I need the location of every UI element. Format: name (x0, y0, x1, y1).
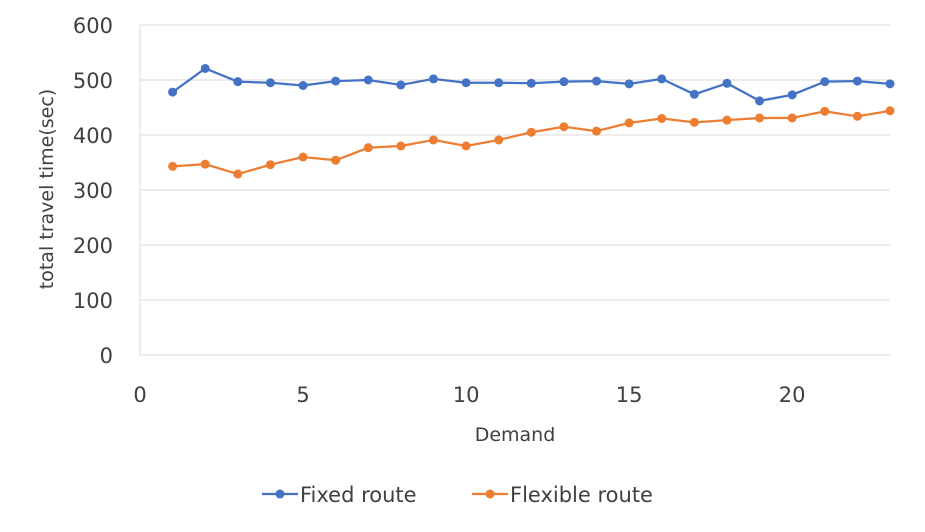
axes (139, 25, 890, 356)
legend-marker (275, 489, 285, 499)
x-tick-label: 15 (616, 383, 643, 407)
data-point-0 (885, 79, 895, 89)
data-point-0 (852, 76, 862, 86)
legend-label: Fixed route (300, 483, 417, 507)
legend-label: Flexible route (510, 483, 653, 507)
data-point-0 (722, 78, 732, 88)
data-point-0 (168, 87, 178, 97)
data-point-0 (396, 80, 406, 90)
legend: Fixed route Flexible route (262, 483, 653, 507)
data-point-0 (820, 77, 830, 87)
data-point-1 (265, 160, 275, 170)
data-point-0 (363, 75, 373, 85)
data-point-0 (689, 89, 699, 99)
data-point-1 (526, 127, 536, 137)
data-point-1 (200, 159, 210, 169)
data-point-0 (592, 76, 602, 86)
data-point-0 (559, 77, 569, 87)
data-point-0 (494, 78, 504, 88)
data-point-1 (820, 106, 830, 116)
x-tick-label: 0 (133, 383, 146, 407)
data-point-1 (787, 113, 797, 123)
y-tick-label: 400 (73, 124, 113, 148)
series-lines (168, 63, 895, 179)
data-point-0 (461, 78, 471, 88)
x-axis-title: Demand (475, 424, 556, 446)
data-point-0 (200, 63, 210, 73)
gridlines (140, 24, 890, 301)
data-point-1 (494, 135, 504, 145)
data-point-1 (624, 118, 634, 128)
data-point-1 (755, 113, 765, 123)
data-point-0 (428, 74, 438, 84)
data-point-1 (396, 141, 406, 151)
data-point-1 (689, 117, 699, 127)
data-point-0 (331, 76, 341, 86)
data-point-1 (298, 152, 308, 162)
data-point-0 (233, 77, 243, 87)
data-point-0 (624, 79, 634, 89)
y-tick-label: 500 (73, 69, 113, 93)
y-tick-label: 100 (73, 289, 113, 313)
legend-item-0: Fixed route (262, 483, 417, 507)
data-point-1 (592, 126, 602, 136)
data-point-1 (852, 111, 862, 121)
y-tick-label: 300 (73, 179, 113, 203)
x-tick-label: 10 (453, 383, 480, 407)
data-point-0 (657, 74, 667, 84)
data-point-1 (168, 161, 178, 171)
data-point-1 (657, 114, 667, 123)
y-tick-label: 0 (100, 344, 113, 368)
data-point-1 (559, 122, 569, 132)
data-point-0 (526, 78, 536, 88)
series-line-1 (172, 109, 891, 176)
y-tick-label: 600 (73, 14, 113, 38)
data-point-0 (755, 96, 765, 106)
data-point-1 (428, 135, 438, 145)
data-point-1 (461, 141, 471, 151)
data-point-0 (265, 78, 275, 88)
y-axis-title: total travel time(sec) (36, 89, 58, 289)
data-point-1 (722, 115, 732, 125)
legend-item-1: Flexible route (472, 483, 653, 507)
x-tick-label: 20 (779, 383, 806, 407)
data-point-0 (787, 90, 797, 100)
data-point-0 (298, 81, 308, 90)
y-tick-label: 200 (73, 234, 113, 258)
data-point-1 (233, 169, 243, 179)
legend-marker (485, 489, 495, 499)
tick-labels: 0 100 200 300 400 500 600 0 5 10 15 20 (73, 14, 806, 407)
data-point-1 (331, 155, 341, 165)
x-tick-label: 5 (296, 383, 309, 407)
data-point-1 (363, 143, 373, 153)
data-point-1 (885, 106, 895, 116)
